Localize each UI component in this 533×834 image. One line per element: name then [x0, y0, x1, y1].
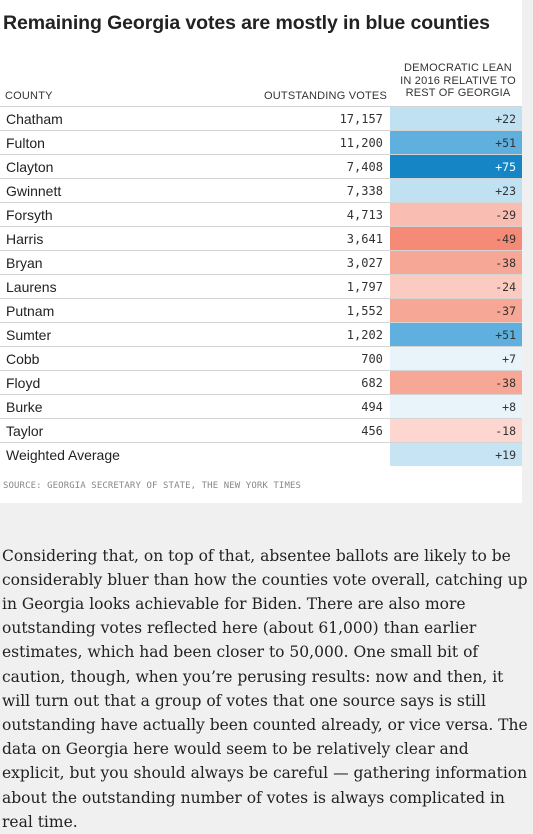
- county-cell: Cobb: [0, 346, 204, 371]
- lean-header-line: IN 2016 RELATIVE TO: [400, 74, 516, 87]
- democratic-lean-cell: -29: [389, 202, 522, 227]
- outstanding-votes-cell: 3,027: [203, 250, 390, 275]
- democratic-lean-column-header: DEMOCRATIC LEAN IN 2016 RELATIVE TO REST…: [394, 62, 522, 100]
- outstanding-votes-cell: 1,797: [203, 274, 390, 299]
- table-row: Laurens 1,797 -24: [0, 274, 522, 299]
- table-card: Remaining Georgia votes are mostly in bl…: [0, 0, 522, 503]
- article-paragraph: Considering that, on top of that, absent…: [2, 546, 528, 831]
- lean-header-line: DEMOCRATIC LEAN: [404, 62, 512, 74]
- table-title: Remaining Georgia votes are mostly in bl…: [3, 12, 490, 34]
- table-row: Forsyth 4,713 -29: [0, 202, 522, 227]
- outstanding-votes-cell: 682: [203, 370, 390, 395]
- county-cell: Bryan: [0, 250, 204, 275]
- outstanding-votes-cell: 17,157: [203, 106, 390, 131]
- democratic-lean-cell: -18: [389, 418, 522, 443]
- county-cell: Burke: [0, 394, 204, 419]
- table-row: Floyd 682 -38: [0, 370, 522, 395]
- votes-table: Chatham 17,157 +22 Fulton 11,200 +51 Clayton 7,…: [0, 106, 522, 466]
- county-cell: Clayton: [0, 154, 204, 179]
- outstanding-votes-column-header: OUTSTANDING VOTES: [264, 90, 387, 102]
- democratic-lean-cell: +51: [389, 322, 522, 347]
- outstanding-votes-cell: [203, 442, 390, 466]
- outstanding-votes-cell: 494: [203, 394, 390, 419]
- outstanding-votes-cell: 1,552: [203, 298, 390, 323]
- table-row: Chatham 17,157 +22: [0, 106, 522, 131]
- democratic-lean-cell: -37: [389, 298, 522, 323]
- democratic-lean-cell: -24: [389, 274, 522, 299]
- outstanding-votes-cell: 456: [203, 418, 390, 443]
- table-row: Clayton 7,408 +75: [0, 154, 522, 179]
- table-row: Harris 3,641 -49: [0, 226, 522, 251]
- outstanding-votes-cell: 700: [203, 346, 390, 371]
- county-cell: Harris: [0, 226, 204, 251]
- county-cell: Weighted Average: [0, 442, 204, 466]
- outstanding-votes-cell: 4,713: [203, 202, 390, 227]
- votes-table-body: Chatham 17,157 +22 Fulton 11,200 +51 Clayton 7,…: [0, 106, 522, 466]
- democratic-lean-cell: -49: [389, 226, 522, 251]
- table-row: Sumter 1,202 +51: [0, 322, 522, 347]
- outstanding-votes-cell: 11,200: [203, 130, 390, 155]
- table-row: Putnam 1,552 -37: [0, 298, 522, 323]
- democratic-lean-cell: +51: [389, 130, 522, 155]
- table-row: Cobb 700 +7: [0, 346, 522, 371]
- county-cell: Taylor: [0, 418, 204, 443]
- table-row: Gwinnett 7,338 +23: [0, 178, 522, 203]
- outstanding-votes-cell: 1,202: [203, 322, 390, 347]
- democratic-lean-cell: +75: [389, 154, 522, 179]
- county-cell: Laurens: [0, 274, 204, 299]
- table-row: Bryan 3,027 -38: [0, 250, 522, 275]
- democratic-lean-cell: -38: [389, 370, 522, 395]
- democratic-lean-cell: +22: [389, 106, 522, 131]
- outstanding-votes-cell: 3,641: [203, 226, 390, 251]
- county-cell: Gwinnett: [0, 178, 204, 203]
- table-row: Taylor 456 -18: [0, 418, 522, 443]
- table-row: Weighted Average +19: [0, 442, 522, 466]
- county-cell: Putnam: [0, 298, 204, 323]
- table-row: Fulton 11,200 +51: [0, 130, 522, 155]
- democratic-lean-cell: +8: [389, 394, 522, 419]
- county-cell: Fulton: [0, 130, 204, 155]
- democratic-lean-cell: -38: [389, 250, 522, 275]
- democratic-lean-cell: +7: [389, 346, 522, 371]
- democratic-lean-cell: +23: [389, 178, 522, 203]
- democratic-lean-cell: +19: [389, 442, 522, 466]
- county-column-header: COUNTY: [5, 90, 53, 102]
- outstanding-votes-cell: 7,408: [203, 154, 390, 179]
- county-cell: Floyd: [0, 370, 204, 395]
- lean-header-line: REST OF GEORGIA: [405, 87, 511, 99]
- county-cell: Chatham: [0, 106, 204, 131]
- county-cell: Forsyth: [0, 202, 204, 227]
- table-row: Burke 494 +8: [0, 394, 522, 419]
- source-note: SOURCE: GEORGIA SECRETARY OF STATE, THE …: [3, 481, 301, 491]
- county-cell: Sumter: [0, 322, 204, 347]
- outstanding-votes-cell: 7,338: [203, 178, 390, 203]
